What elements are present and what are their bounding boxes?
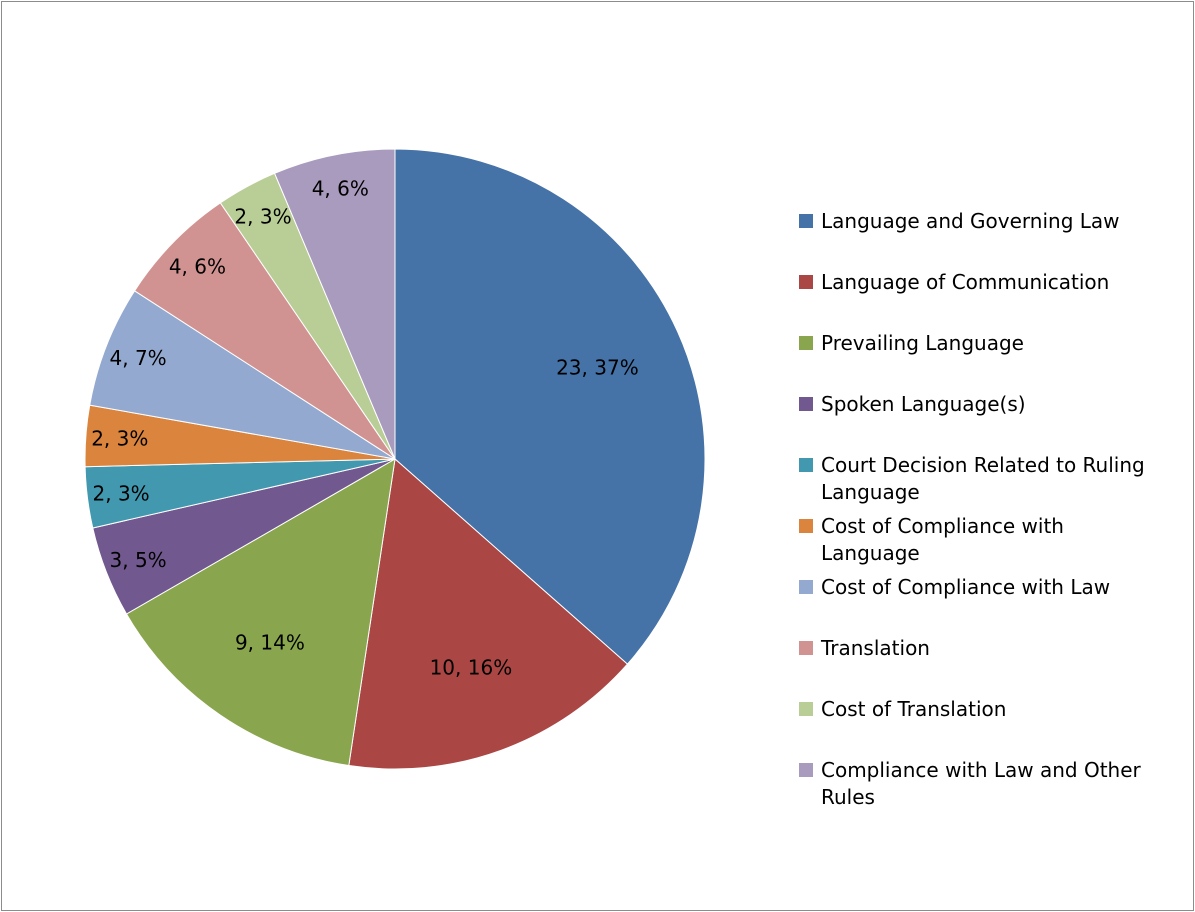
pie-data-label: 4, 6%: [312, 177, 369, 201]
legend-label: Language and Governing Law: [821, 209, 1120, 233]
legend-item-prevailing-language: Prevailing Language: [799, 330, 1171, 357]
pie-data-label: 2, 3%: [93, 481, 150, 505]
pie-slice: [348, 458, 629, 770]
legend-label: Spoken Language(s): [821, 392, 1026, 416]
legend-item-spoken-languages: Spoken Language(s): [799, 391, 1171, 418]
legend-swatch: [799, 641, 813, 655]
legend-label: Translation: [821, 636, 930, 660]
legend-item-cost-of-compliance-law: Cost of Compliance with Law: [799, 574, 1171, 601]
legend-swatch: [799, 336, 813, 350]
legend-label: Prevailing Language: [821, 331, 1024, 355]
legend-swatch: [799, 763, 813, 777]
pie-slice: [133, 202, 396, 460]
pie-data-label: 10, 16%: [430, 656, 513, 680]
legend-label: Language of Communication: [821, 270, 1110, 294]
pie-data-label: 3, 5%: [110, 548, 167, 572]
legend-swatch: [799, 397, 813, 411]
legend-swatch: [799, 275, 813, 289]
pie-slice: [125, 458, 396, 767]
legend-label: Cost of Compliance with Language: [821, 514, 1064, 565]
legend-item-language-and-governing-law: Language and Governing Law: [799, 208, 1171, 235]
legend-label: Compliance with Law and Other Rules: [821, 758, 1141, 809]
legend-swatch: [799, 580, 813, 594]
legend-item-translation: Translation: [799, 635, 1171, 662]
legend-item-cost-of-translation: Cost of Translation: [799, 696, 1171, 723]
legend-swatch: [799, 214, 813, 228]
pie-data-label: 23, 37%: [556, 356, 639, 380]
legend-item-language-of-communication: Language of Communication: [799, 269, 1171, 296]
legend-label: Cost of Compliance with Law: [821, 575, 1111, 599]
pie-slice: [394, 148, 706, 665]
pie-slice: [89, 290, 396, 460]
legend-item-court-decision: Court Decision Related to Ruling Languag…: [799, 452, 1151, 506]
pie-data-label: 2, 3%: [91, 426, 148, 450]
pie-slice: [273, 148, 396, 460]
pie-data-label: 9, 14%: [235, 630, 305, 654]
pie-data-label: 4, 6%: [169, 254, 226, 278]
pie-data-label: 4, 7%: [110, 346, 167, 370]
legend-label: Cost of Translation: [821, 697, 1007, 721]
pie-data-label: 2, 3%: [234, 205, 291, 229]
legend-label: Court Decision Related to Ruling Languag…: [821, 453, 1145, 504]
legend-item-compliance-with-law: Compliance with Law and Other Rules: [799, 757, 1151, 811]
legend-swatch: [799, 458, 813, 472]
legend-item-cost-of-compliance-language: Cost of Compliance with Language: [799, 513, 1111, 567]
legend-swatch: [799, 519, 813, 533]
legend-swatch: [799, 702, 813, 716]
